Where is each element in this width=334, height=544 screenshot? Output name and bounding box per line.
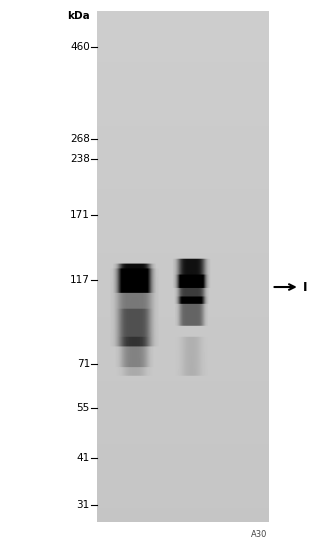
Text: kDa: kDa: [67, 11, 90, 21]
Text: 117: 117: [70, 275, 90, 285]
Text: 238: 238: [70, 154, 90, 164]
Text: I: I: [303, 281, 307, 294]
Text: 71: 71: [76, 360, 90, 369]
Text: 41: 41: [76, 453, 90, 462]
Text: 31: 31: [76, 500, 90, 510]
Text: A30: A30: [251, 530, 267, 539]
Text: 55: 55: [76, 403, 90, 413]
Text: 460: 460: [70, 42, 90, 52]
Text: 171: 171: [70, 210, 90, 220]
Text: 268: 268: [70, 134, 90, 144]
